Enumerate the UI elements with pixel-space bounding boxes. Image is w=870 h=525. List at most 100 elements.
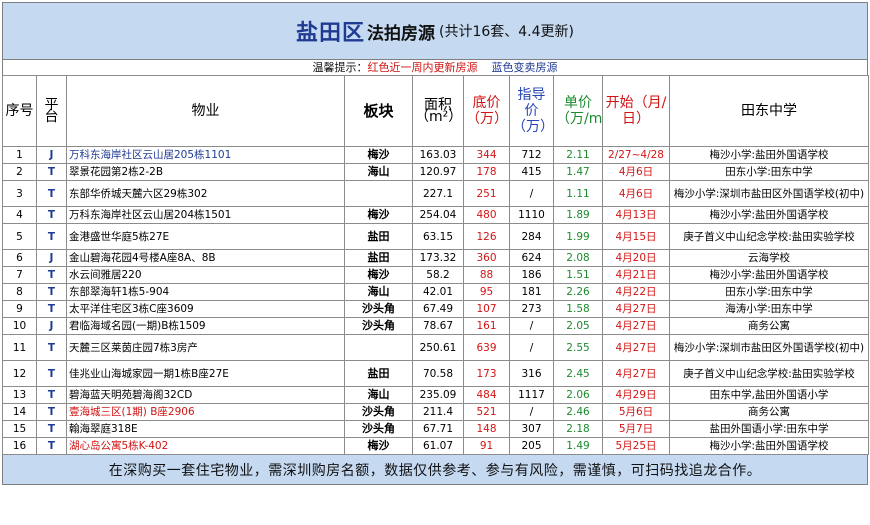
cell-school: 梅沙小学:盐田外国语学校 (669, 437, 869, 455)
cell-seq: 15 (2, 420, 37, 438)
cell-block: 沙头角 (344, 317, 413, 335)
cell-school: 田东小学:田东中学 (669, 283, 869, 301)
cell-school: 庚子首义中山纪念学校:盐田实验学校 (669, 360, 869, 387)
cell-property: 东部翠海轩1栋5-904 (66, 283, 345, 301)
cell-platform: T (36, 386, 67, 404)
cell-seq: 13 (2, 386, 37, 404)
cell-platform: T (36, 180, 67, 207)
cell-school: 梅沙小学:盐田外国语学校 (669, 146, 869, 164)
cell-start-date: 5月6日 (602, 403, 670, 421)
cell-area: 58.2 (412, 266, 464, 284)
cell-guide-price: 624 (509, 249, 554, 267)
cell-unit-price: 1.49 (553, 437, 603, 455)
cell-guide-price: 273 (509, 300, 554, 318)
cell-guide-price: / (509, 403, 554, 421)
cell-area: 254.04 (412, 206, 464, 224)
cell-block: 盐田 (344, 223, 413, 250)
cell-unit-price: 1.47 (553, 163, 603, 181)
cell-block (344, 334, 413, 361)
cell-school: 梅沙小学:盐田外国语学校 (669, 206, 869, 224)
header-start-date: 开始（月/日） (602, 75, 670, 147)
cell-property: 金港盛世华庭5栋27E (66, 223, 345, 250)
cell-unit-price: 1.99 (553, 223, 603, 250)
cell-seq: 12 (2, 360, 37, 387)
cell-unit-price: 2.06 (553, 386, 603, 404)
cell-seq: 9 (2, 300, 37, 318)
cell-platform: T (36, 206, 67, 224)
cell-property: 君临海域名园(一期)B栋1509 (66, 317, 345, 335)
cell-area: 63.15 (412, 223, 464, 250)
cell-start-date: 4月21日 (602, 266, 670, 284)
cell-platform: J (36, 317, 67, 335)
cell-base-price: 148 (463, 420, 510, 438)
header-block: 板块 (344, 75, 413, 147)
cell-property: 东部华侨城天麓六区29栋302 (66, 180, 345, 207)
title-bar: 盐田区 法拍房源 (共计16套、4.4更新) (2, 2, 868, 60)
cell-unit-price: 2.08 (553, 249, 603, 267)
cell-base-price: 521 (463, 403, 510, 421)
cell-block: 梅沙 (344, 266, 413, 284)
cell-guide-price: 712 (509, 146, 554, 164)
cell-guide-price: 284 (509, 223, 554, 250)
table-row: 16 T 湖心岛公寓5栋K-402 梅沙 61.07 91 205 1.49 5… (2, 437, 869, 455)
cell-seq: 1 (2, 146, 37, 164)
cell-area: 211.4 (412, 403, 464, 421)
cell-base-price: 107 (463, 300, 510, 318)
cell-property: 翰海翠庭318E (66, 420, 345, 438)
table-row: 13 T 碧海蓝天明苑碧海阁32CD 海山 235.09 484 1117 2.… (2, 386, 869, 404)
cell-area: 67.71 (412, 420, 464, 438)
cell-guide-price: 307 (509, 420, 554, 438)
cell-platform: T (36, 360, 67, 387)
table-row: 7 T 水云间雅居220 梅沙 58.2 88 186 1.51 4月21日 梅… (2, 266, 869, 284)
cell-base-price: 173 (463, 360, 510, 387)
cell-school: 海涛小学:田东中学 (669, 300, 869, 318)
cell-property: 万科东海岸社区云山居205栋1101 (66, 146, 345, 164)
cell-base-price: 95 (463, 283, 510, 301)
cell-area: 173.32 (412, 249, 464, 267)
cell-school: 田东中学,盐田外国语小学 (669, 386, 869, 404)
tip-blue-legend: 蓝色变卖房源 (491, 61, 558, 74)
cell-platform: T (36, 163, 67, 181)
cell-unit-price: 2.18 (553, 420, 603, 438)
cell-base-price: 88 (463, 266, 510, 284)
header-base-price: 底价（万） (463, 75, 510, 147)
cell-unit-price: 1.58 (553, 300, 603, 318)
table-row: 4 T 万科东海岸社区云山居204栋1501 梅沙 254.04 480 111… (2, 206, 869, 224)
cell-platform: T (36, 300, 67, 318)
table-row: 8 T 东部翠海轩1栋5-904 海山 42.01 95 181 2.26 4月… (2, 283, 869, 301)
cell-start-date: 4月27日 (602, 300, 670, 318)
cell-start-date: 4月27日 (602, 334, 670, 361)
cell-block: 海山 (344, 283, 413, 301)
cell-block: 沙头角 (344, 420, 413, 438)
cell-unit-price: 2.46 (553, 403, 603, 421)
cell-unit-price: 1.51 (553, 266, 603, 284)
table-row: 14 T 壹海城三区(1期) B座2906 沙头角 211.4 521 / 2.… (2, 403, 869, 421)
table-row: 12 T 佳兆业山海城家园一期1栋B座27E 盐田 70.58 173 316 … (2, 360, 869, 387)
cell-start-date: 4月22日 (602, 283, 670, 301)
cell-block (344, 180, 413, 207)
cell-guide-price: 316 (509, 360, 554, 387)
tip-prefix: 温馨提示： (312, 61, 368, 74)
header-area: 面积（m²） (412, 75, 464, 147)
cell-seq: 8 (2, 283, 37, 301)
tip-bar: 温馨提示：红色近一周内更新房源 蓝色变卖房源 (2, 60, 868, 75)
cell-unit-price: 2.11 (553, 146, 603, 164)
cell-school: 梅沙小学:深圳市盐田区外国语学校(初中) (669, 180, 869, 207)
cell-guide-price: 205 (509, 437, 554, 455)
cell-property: 万科东海岸社区云山居204栋1501 (66, 206, 345, 224)
cell-base-price: 251 (463, 180, 510, 207)
cell-start-date: 4月15日 (602, 223, 670, 250)
cell-start-date: 5月25日 (602, 437, 670, 455)
header-property: 物业 (66, 75, 345, 147)
cell-property: 金山碧海花园4号楼A座8A、8B (66, 249, 345, 267)
cell-property: 翠景花园第2栋2-2B (66, 163, 345, 181)
cell-base-price: 344 (463, 146, 510, 164)
cell-area: 61.07 (412, 437, 464, 455)
header-school: 田东中学 (669, 75, 869, 147)
table-row: 5 T 金港盛世华庭5栋27E 盐田 63.15 126 284 1.99 4月… (2, 223, 869, 250)
header-unit-price: 单价（万/m²） (553, 75, 603, 147)
cell-base-price: 484 (463, 386, 510, 404)
cell-platform: J (36, 249, 67, 267)
cell-property: 水云间雅居220 (66, 266, 345, 284)
